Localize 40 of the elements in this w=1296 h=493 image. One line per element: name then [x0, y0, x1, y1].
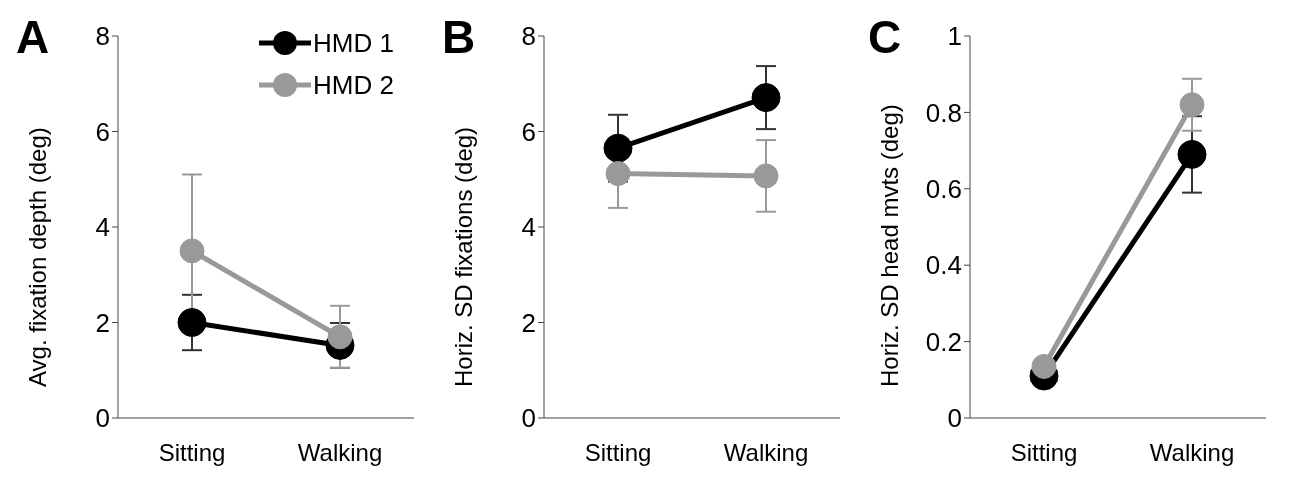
y-tick-label: 4 — [95, 212, 110, 243]
point — [327, 324, 353, 350]
point — [751, 83, 781, 113]
y-tick-label: 0.6 — [925, 174, 962, 205]
chart-title: A — [16, 10, 50, 64]
y-tick-label: 0.8 — [925, 97, 962, 128]
y-tick-label: 0 — [947, 403, 962, 434]
point — [1177, 139, 1207, 169]
y-tick-label: 2 — [521, 307, 536, 338]
y-tick-label: 4 — [521, 212, 536, 243]
x-tick-label: Walking — [297, 439, 383, 467]
y-tick-label: 0.4 — [925, 250, 962, 281]
y-axis-title: Horiz. SD fixations (deg) — [449, 126, 477, 387]
y-tick-label: 6 — [521, 116, 536, 147]
legend-label: HMD 1 — [313, 27, 394, 60]
x-tick-label: Sitting — [158, 439, 226, 467]
x-tick-label: Walking — [1149, 439, 1235, 467]
point — [753, 163, 779, 189]
chart-title: C — [868, 10, 902, 64]
point — [1179, 92, 1205, 118]
x-tick-label: Walking — [723, 439, 809, 467]
y-axis-title: Avg. fixation depth (deg) — [23, 127, 51, 387]
y-axis-title: Horiz. SD head mvts (deg) — [875, 104, 903, 387]
point — [605, 161, 631, 187]
y-tick-label: 8 — [95, 21, 110, 52]
point — [1031, 353, 1057, 379]
y-tick-label: 0 — [521, 403, 536, 434]
x-tick-label: Sitting — [1010, 439, 1078, 467]
legend-label: HMD 2 — [313, 69, 394, 102]
y-tick-label: 0 — [95, 403, 110, 434]
point — [603, 133, 633, 163]
point — [177, 308, 207, 337]
y-tick-label: 8 — [521, 21, 536, 52]
y-tick-label: 6 — [95, 116, 110, 147]
point — [179, 238, 205, 264]
y-tick-label: 1 — [947, 21, 962, 52]
x-tick-label: Sitting — [584, 439, 652, 467]
y-tick-label: 2 — [95, 307, 110, 338]
chart-title: B — [442, 10, 476, 64]
y-tick-label: 0.2 — [925, 326, 962, 357]
